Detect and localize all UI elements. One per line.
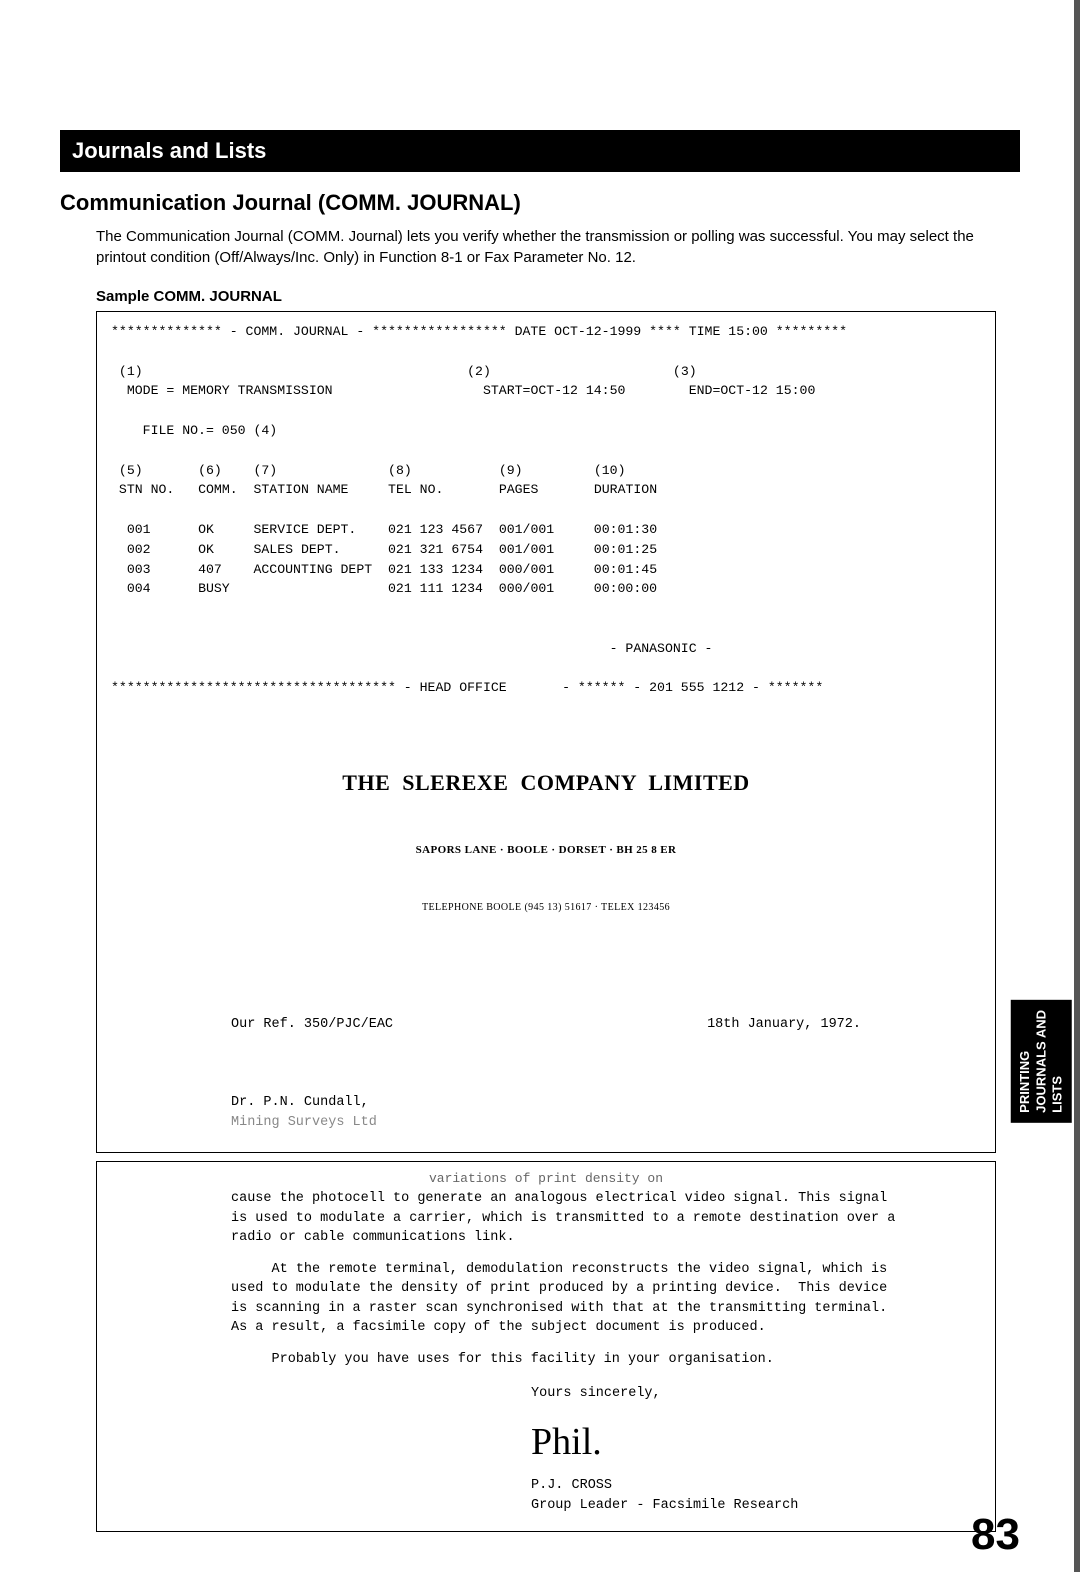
row-tel: 021 123 4567 <box>388 522 483 537</box>
row-stn: 001 <box>127 522 151 537</box>
letterhead-title: THE SLEREXE COMPANY LIMITED <box>111 766 981 799</box>
row-pages: 001/001 <box>499 522 554 537</box>
fragment-top-line: variations of print density on <box>111 1170 981 1189</box>
meta-mode: MODE = MEMORY TRANSMISSION <box>127 383 333 398</box>
row-pages: 000/001 <box>499 581 554 596</box>
row-tel: 021 321 6754 <box>388 542 483 557</box>
row-dur: 00:01:45 <box>594 562 657 577</box>
letter-body: Our Ref. 350/PJC/EAC18th January, 1972. … <box>231 1015 901 1132</box>
letter-p2: At the remote terminal, demodulation rec… <box>231 1260 901 1338</box>
letter-addr1: Dr. P.N. Cundall, <box>231 1095 369 1110</box>
letter-p3: Probably you have uses for this facility… <box>231 1350 901 1370</box>
footer-line: ************************************ - H… <box>111 680 823 695</box>
letterhead-sub1: SAPORS LANE · BOOLE · DORSET · BH 25 8 E… <box>111 842 981 859</box>
row-stn: 003 <box>127 562 151 577</box>
sig-title: Group Leader - Facsimile Research <box>531 1496 981 1516</box>
side-tab: PRINTING JOURNALS AND LISTS <box>1011 1000 1072 1123</box>
meta-n1: (1) <box>119 364 143 379</box>
row-pages: 000/001 <box>499 562 554 577</box>
coln-5: (5) <box>119 463 143 478</box>
row-tel: 021 111 1234 <box>388 581 483 596</box>
footer-brand: - PANASONIC - <box>610 641 713 656</box>
row-comm: OK <box>198 542 214 557</box>
row-name: SALES DEPT. <box>253 542 340 557</box>
row-name: SERVICE DEPT. <box>253 522 356 537</box>
col-stn: STN NO. <box>119 482 174 497</box>
row-tel: 021 133 1234 <box>388 562 483 577</box>
subsection-title: Communication Journal (COMM. JOURNAL) <box>60 190 1020 216</box>
coln-6: (6) <box>198 463 222 478</box>
letter-p1: cause the photocell to generate an analo… <box>231 1189 901 1248</box>
row-comm: OK <box>198 522 214 537</box>
signature-script: Phil. <box>531 1415 981 1470</box>
col-dur: DURATION <box>594 482 657 497</box>
row-comm: BUSY <box>198 581 230 596</box>
meta-end: END=OCT-12 15:00 <box>689 383 816 398</box>
coln-7: (7) <box>253 463 277 478</box>
section-header: Journals and Lists <box>60 130 1020 172</box>
sidetab-line3: LISTS <box>1050 1076 1065 1113</box>
col-pages: PAGES <box>499 482 539 497</box>
letter-addr2: Mining Surveys Ltd <box>231 1115 377 1130</box>
meta-file: FILE NO.= 050 (4) <box>143 423 278 438</box>
row-pages: 001/001 <box>499 542 554 557</box>
sample-label: Sample COMM. JOURNAL <box>96 288 1020 305</box>
row-stn: 004 <box>127 581 151 596</box>
journal-banner: ************** - COMM. JOURNAL - *******… <box>111 324 847 339</box>
letterhead: THE SLEREXE COMPANY LIMITED SAPORS LANE … <box>111 726 981 935</box>
col-comm: COMM. <box>198 482 238 497</box>
page-edge-shadow <box>1074 0 1080 1572</box>
closing: Yours sincerely, <box>531 1384 981 1404</box>
row-stn: 002 <box>127 542 151 557</box>
meta-n3: (3) <box>673 364 697 379</box>
intro-paragraph: The Communication Journal (COMM. Journal… <box>96 226 1020 268</box>
col-name: STATION NAME <box>253 482 348 497</box>
sig-name: P.J. CROSS <box>531 1476 981 1496</box>
row-dur: 00:01:25 <box>594 542 657 557</box>
row-dur: 00:01:30 <box>594 522 657 537</box>
sidetab-line2: JOURNALS AND <box>1034 1010 1049 1113</box>
letterhead-sub2: TELEPHONE BOOLE (945 13) 51617 · TELEX 1… <box>111 900 981 915</box>
journal-printout: ************** - COMM. JOURNAL - *******… <box>96 311 996 1153</box>
row-name: ACCOUNTING DEPT <box>253 562 372 577</box>
signature-block: Yours sincerely, Phil. P.J. CROSS Group … <box>531 1384 981 1516</box>
letter-fragment-box: variations of print density on cause the… <box>96 1161 996 1532</box>
page-number: 83 <box>971 1510 1020 1560</box>
letter-date: 18th January, 1972. <box>707 1015 861 1035</box>
letter-ref: Our Ref. 350/PJC/EAC <box>231 1015 393 1035</box>
page-container: Journals and Lists Communication Journal… <box>0 0 1080 1572</box>
coln-10: (10) <box>594 463 626 478</box>
coln-9: (9) <box>499 463 523 478</box>
col-tel: TEL NO. <box>388 482 443 497</box>
meta-n2: (2) <box>467 364 491 379</box>
meta-start: START=OCT-12 14:50 <box>483 383 625 398</box>
sidetab-line1: PRINTING <box>1017 1051 1032 1113</box>
coln-8: (8) <box>388 463 412 478</box>
row-dur: 00:00:00 <box>594 581 657 596</box>
row-comm: 407 <box>198 562 222 577</box>
